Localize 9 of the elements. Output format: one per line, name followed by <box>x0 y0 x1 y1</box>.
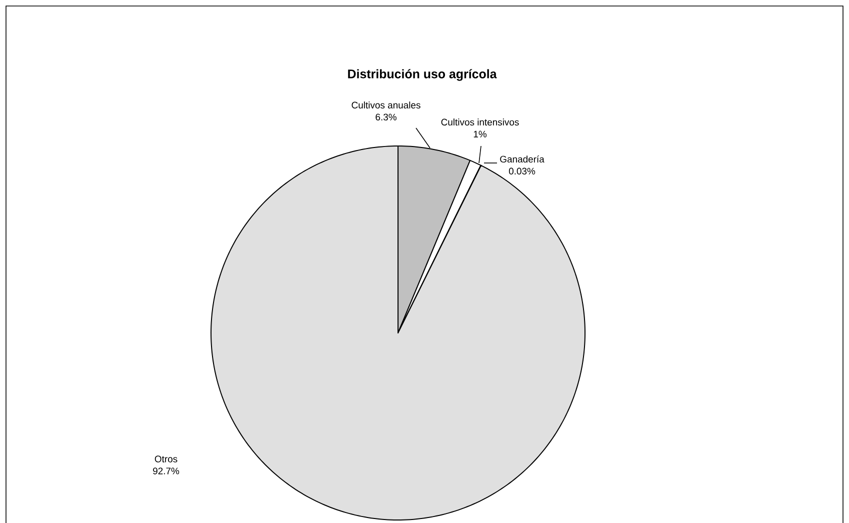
data-label: 92.7% <box>153 468 180 474</box>
slice-label: Otros <box>154 456 178 462</box>
data-label: 6.3% <box>376 114 396 120</box>
slice-label: Cultivos intensivos <box>441 118 519 126</box>
slice-label: Ganadería <box>500 155 544 163</box>
data-label: 0.03% <box>508 168 536 174</box>
slice-label: Cultivos anuales <box>352 102 420 108</box>
data-label: 1% <box>474 130 487 138</box>
chart-title: Distribución uso agrícola <box>348 69 497 81</box>
